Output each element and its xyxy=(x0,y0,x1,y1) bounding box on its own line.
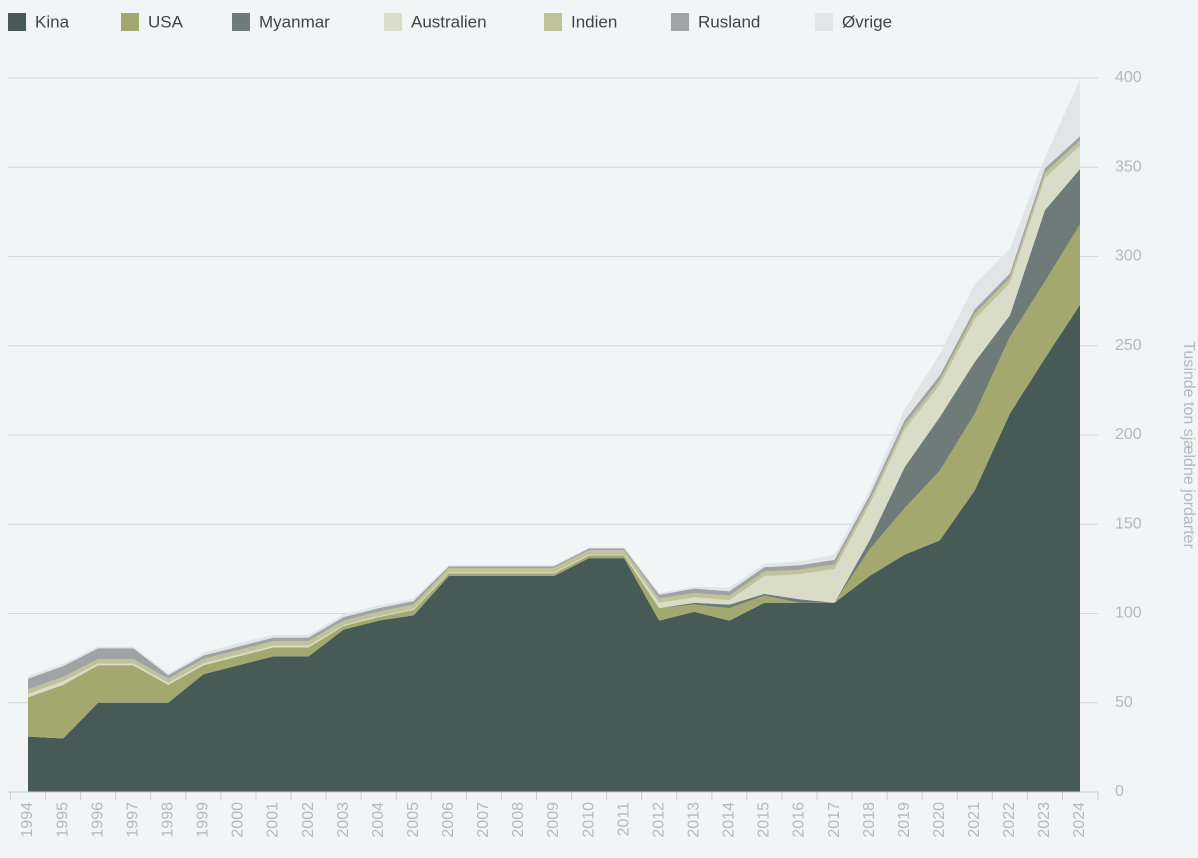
x-tick-label: 2000 xyxy=(230,802,247,838)
y-axis-title: Tusinde ton sjældne jordarter xyxy=(1180,341,1197,549)
legend-label: Rusland xyxy=(698,12,760,31)
y-tick-label: 250 xyxy=(1115,337,1142,354)
x-tick-label: 2024 xyxy=(1071,802,1088,838)
y-tick-label: 0 xyxy=(1115,783,1124,800)
legend-label: Øvrige xyxy=(842,12,892,31)
x-tick-label: 2011 xyxy=(615,802,632,837)
area xyxy=(28,224,1080,739)
y-tick-label: 200 xyxy=(1115,426,1142,443)
x-tick-label: 2004 xyxy=(370,802,387,838)
legend-swatch xyxy=(815,13,833,31)
legend-swatch xyxy=(8,13,26,31)
y-tick-label: 100 xyxy=(1115,605,1142,622)
x-tick-label: 1997 xyxy=(124,802,141,838)
x-tick-label: 2018 xyxy=(861,802,878,838)
y-tick-label: 150 xyxy=(1115,515,1142,532)
x-tick-label: 2015 xyxy=(756,802,773,838)
y-tick-label: 300 xyxy=(1115,248,1142,265)
legend-label: Kina xyxy=(35,12,70,31)
x-tick-label: 2014 xyxy=(721,802,738,838)
legend-label: Indien xyxy=(571,12,617,31)
x-tick-label: 2017 xyxy=(826,802,843,838)
area xyxy=(28,304,1080,792)
x-tick-label: 2007 xyxy=(475,802,492,838)
x-tick-label: 2006 xyxy=(440,802,457,838)
legend-label: Australien xyxy=(411,12,487,31)
x-tick-label: 2009 xyxy=(545,802,562,838)
x-tick-label: 1994 xyxy=(19,802,36,838)
x-tick-label: 2022 xyxy=(1001,802,1018,838)
y-tick-label: 350 xyxy=(1115,158,1142,175)
x-tick-label: 2012 xyxy=(650,802,667,838)
y-tick-label: 50 xyxy=(1115,694,1133,711)
x-tick-label: 2001 xyxy=(265,802,282,838)
legend-label: Myanmar xyxy=(259,12,330,31)
x-tick-label: 2020 xyxy=(931,802,948,838)
x-tick-label: 2016 xyxy=(791,802,808,838)
y-tick-label: 400 xyxy=(1115,69,1142,86)
x-tick-label: 2019 xyxy=(896,802,913,838)
x-tick-label: 1995 xyxy=(54,802,71,838)
x-tick-label: 1996 xyxy=(89,802,106,838)
x-tick-label: 2008 xyxy=(510,802,527,838)
legend-swatch xyxy=(121,13,139,31)
x-tick-label: 1999 xyxy=(195,802,212,838)
legend-swatch xyxy=(544,13,562,31)
x-tick-label: 2005 xyxy=(405,802,422,838)
legend-swatch xyxy=(671,13,689,31)
x-tick-label: 1998 xyxy=(159,802,176,838)
x-tick-label: 2003 xyxy=(335,802,352,838)
x-tick-label: 2023 xyxy=(1036,802,1053,838)
legend-label: USA xyxy=(148,12,184,31)
x-tick-label: 2002 xyxy=(300,802,317,838)
x-tick-label: 2013 xyxy=(685,802,702,838)
x-tick-label: 2010 xyxy=(580,802,597,838)
x-tick-label: 2021 xyxy=(966,802,983,838)
legend-swatch xyxy=(384,13,402,31)
legend-swatch xyxy=(232,13,250,31)
